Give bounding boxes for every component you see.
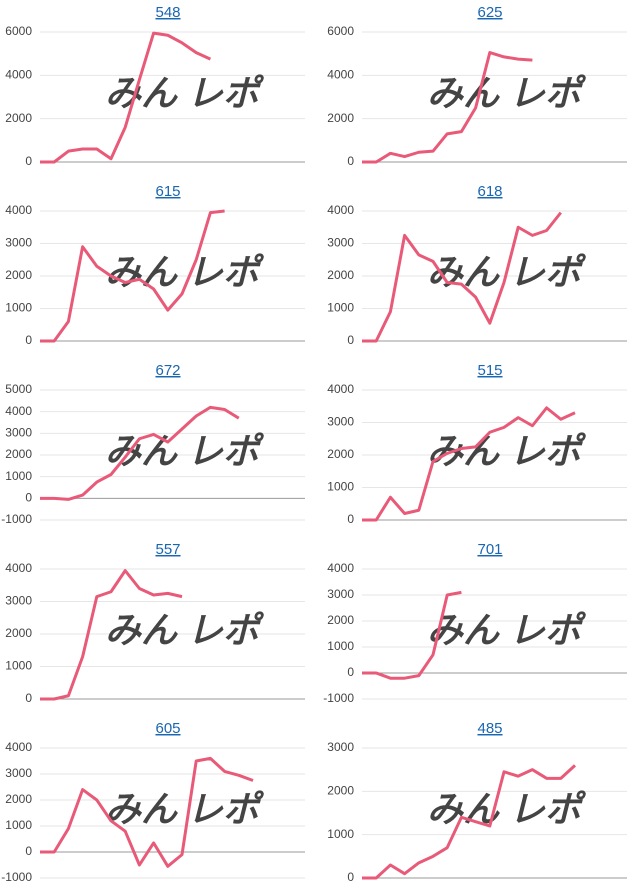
watermark: みん <box>105 252 178 293</box>
chart-title[interactable]: 605 <box>155 720 180 737</box>
watermark: レポ <box>509 73 587 114</box>
chart-title[interactable]: 615 <box>155 183 180 200</box>
data-line <box>40 569 183 701</box>
data-line <box>362 406 576 522</box>
data-line <box>40 31 212 164</box>
y-tick-label: 0 <box>25 333 32 347</box>
y-tick-label: 2000 <box>327 784 354 798</box>
y-tick-label: 6000 <box>327 24 354 38</box>
data-line <box>40 756 254 868</box>
y-tick-label: 1000 <box>327 639 354 653</box>
watermark: みん <box>105 610 178 651</box>
watermark: みん <box>105 73 178 114</box>
chart-title[interactable]: 672 <box>155 362 180 379</box>
y-tick-label: 1000 <box>5 469 32 483</box>
y-tick-label: 4000 <box>327 68 354 82</box>
y-tick-label: 2000 <box>327 447 354 461</box>
data-line <box>40 405 240 501</box>
y-tick-label: 4000 <box>327 382 354 396</box>
y-tick-label: 4000 <box>327 203 354 217</box>
watermark: レポ <box>509 789 587 830</box>
watermark: みん <box>427 789 500 830</box>
watermark: みん <box>105 789 178 830</box>
watermark: レポ <box>187 610 265 651</box>
y-tick-label: 2000 <box>327 111 354 125</box>
watermark: レポ <box>187 252 265 293</box>
y-tick-label: 2000 <box>5 111 32 125</box>
y-tick-label: 5000 <box>5 382 32 396</box>
watermark: レポ <box>509 610 587 651</box>
chart-title[interactable]: 701 <box>477 541 502 558</box>
y-tick-label: 0 <box>25 491 32 505</box>
y-tick-label: 3000 <box>5 426 32 440</box>
y-tick-label: 2000 <box>5 447 32 461</box>
chart-title[interactable]: 557 <box>155 541 180 558</box>
y-tick-label: 0 <box>25 691 32 705</box>
y-tick-label: 1000 <box>327 480 354 494</box>
y-tick-label: 1000 <box>5 818 32 832</box>
y-tick-label: 0 <box>347 512 354 526</box>
y-tick-label: 0 <box>347 870 354 884</box>
y-tick-label: 2000 <box>327 613 354 627</box>
y-tick-label: 0 <box>25 844 32 858</box>
y-tick-label: 0 <box>25 154 32 168</box>
y-tick-label: 1000 <box>327 301 354 315</box>
y-tick-label: 0 <box>347 154 354 168</box>
data-line <box>40 209 225 343</box>
y-tick-label: 1000 <box>327 827 354 841</box>
y-tick-label: 0 <box>347 333 354 347</box>
y-tick-label: 3000 <box>327 236 354 250</box>
y-tick-label: 1000 <box>5 659 32 673</box>
watermark: みん <box>427 73 500 114</box>
y-tick-label: 3000 <box>5 766 32 780</box>
watermark: レポ <box>187 431 265 472</box>
y-tick-label: 4000 <box>5 740 32 754</box>
y-tick-label: 3000 <box>327 415 354 429</box>
y-tick-label: -1000 <box>323 691 354 705</box>
y-tick-label: 4000 <box>5 203 32 217</box>
y-tick-label: 3000 <box>327 587 354 601</box>
y-tick-label: 4000 <box>5 68 32 82</box>
data-line <box>362 590 462 680</box>
data-line <box>362 764 577 880</box>
chart-title[interactable]: 485 <box>477 720 502 737</box>
y-tick-label: 2000 <box>5 268 32 282</box>
chart-title[interactable]: 515 <box>477 362 502 379</box>
watermark: レポ <box>187 73 265 114</box>
y-tick-label: -1000 <box>1 870 32 884</box>
y-tick-label: 2000 <box>5 792 32 806</box>
y-tick-label: 4000 <box>5 404 32 418</box>
chart-title[interactable]: 548 <box>155 4 180 21</box>
y-tick-label: 4000 <box>327 561 354 575</box>
y-tick-label: -1000 <box>1 512 32 526</box>
y-tick-label: 6000 <box>5 24 32 38</box>
y-tick-label: 2000 <box>327 268 354 282</box>
y-tick-label: 1000 <box>5 301 32 315</box>
y-tick-label: 0 <box>347 665 354 679</box>
data-line <box>362 51 533 164</box>
data-line <box>362 211 562 343</box>
chart-title[interactable]: 618 <box>477 183 502 200</box>
y-tick-label: 3000 <box>327 740 354 754</box>
watermark: レポ <box>509 431 587 472</box>
chart-title[interactable]: 625 <box>477 4 502 21</box>
y-tick-label: 4000 <box>5 561 32 575</box>
watermark: レポ <box>509 252 587 293</box>
y-tick-label: 3000 <box>5 594 32 608</box>
y-tick-label: 2000 <box>5 626 32 640</box>
watermark: レポ <box>187 789 265 830</box>
y-tick-label: 3000 <box>5 236 32 250</box>
watermark: みん <box>427 431 500 472</box>
